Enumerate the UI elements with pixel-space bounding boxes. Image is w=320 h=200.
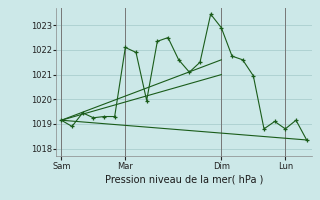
X-axis label: Pression niveau de la mer( hPa ): Pression niveau de la mer( hPa ) [105, 175, 263, 185]
